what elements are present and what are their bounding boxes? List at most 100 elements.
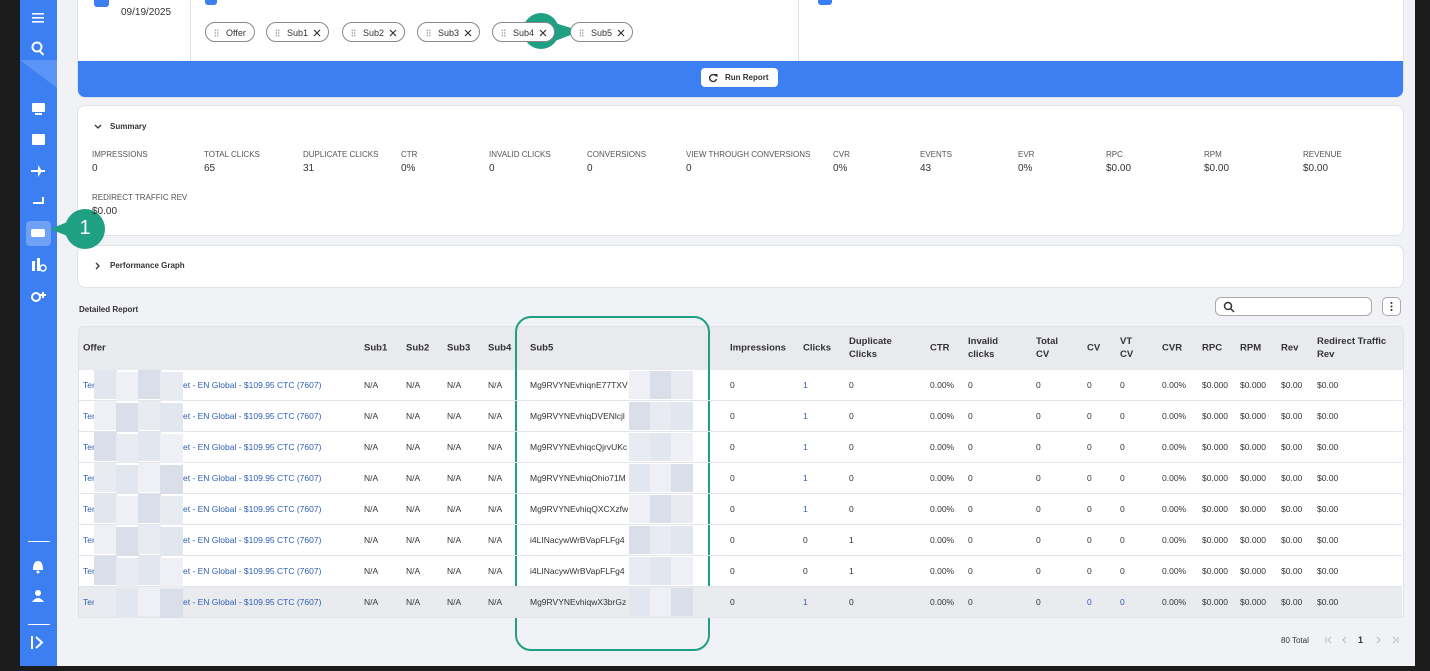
cell[interactable]: et - EN Global - $109.95 CTC (7607): [183, 380, 322, 390]
filter-chip[interactable]: Sub3: [417, 22, 481, 42]
cell: $0.00: [1281, 380, 1303, 390]
remove-icon[interactable]: [464, 29, 472, 37]
remove-icon[interactable]: [539, 29, 547, 37]
cell[interactable]: 1: [803, 597, 808, 607]
cell[interactable]: 0: [803, 535, 808, 545]
cell[interactable]: et - EN Global - $109.95 CTC (7607): [183, 504, 322, 514]
filter-chip[interactable]: Sub2: [342, 22, 406, 42]
metric-value: 0: [489, 163, 495, 174]
cell[interactable]: Ter: [83, 504, 95, 514]
cell[interactable]: et - EN Global - $109.95 CTC (7607): [183, 597, 322, 607]
column-header[interactable]: Sub4: [488, 342, 512, 354]
cell: 0: [1036, 597, 1041, 607]
column-header[interactable]: RPM: [1240, 342, 1262, 354]
cell[interactable]: et - EN Global - $109.95 CTC (7607): [183, 566, 322, 576]
cell[interactable]: 1: [803, 380, 808, 390]
performance-card: [77, 245, 1404, 288]
redaction: [671, 557, 693, 585]
filter-chip[interactable]: Sub4: [492, 22, 556, 42]
metric-value: 65: [204, 163, 216, 174]
remove-icon[interactable]: [313, 29, 321, 37]
column-header[interactable]: Offer: [83, 342, 106, 354]
cell: i4LINacywWrBVapFLFg4: [530, 566, 625, 576]
cell: 0: [1087, 473, 1092, 483]
column-header[interactable]: Redirect Traffic Rev: [1317, 336, 1387, 360]
column-header[interactable]: CVR: [1162, 342, 1183, 354]
cell: 0: [1120, 380, 1125, 390]
cell: 0: [968, 504, 973, 514]
cell[interactable]: et - EN Global - $109.95 CTC (7607): [183, 473, 322, 483]
column-header[interactable]: Invalid clicks: [968, 336, 999, 360]
cell: 0.00%: [1162, 442, 1187, 452]
column-header[interactable]: Impressions: [730, 342, 786, 354]
cell[interactable]: Ter: [83, 411, 95, 421]
metric-value: 0: [686, 163, 692, 174]
column-header[interactable]: RPC: [1202, 342, 1223, 354]
remove-icon[interactable]: [617, 29, 625, 37]
filter-chip[interactable]: Sub1: [266, 22, 330, 42]
cell: 0: [730, 380, 735, 390]
cell[interactable]: Ter: [83, 473, 95, 483]
cell[interactable]: Ter: [83, 535, 95, 545]
cell[interactable]: 1: [803, 411, 808, 421]
metric-value: $0.00: [1106, 163, 1132, 174]
cell: 0.00%: [930, 566, 955, 576]
column-header[interactable]: Sub5: [530, 342, 554, 354]
cell[interactable]: et - EN Global - $109.95 CTC (7607): [183, 411, 322, 421]
metric-value: 0%: [833, 163, 848, 174]
column-header[interactable]: Duplicate Clicks: [849, 336, 892, 360]
cell: 0.00%: [1162, 597, 1187, 607]
column-header[interactable]: Sub3: [447, 342, 471, 354]
cell: N/A: [364, 442, 379, 452]
run-report-button[interactable]: Run Report: [701, 68, 778, 87]
menu-button[interactable]: [1382, 297, 1401, 316]
cell: 0.00%: [1162, 566, 1187, 576]
cell[interactable]: Ter: [83, 597, 95, 607]
cell: Mg9RVYNEvhiqOhio71M: [530, 473, 626, 483]
cell: 0: [968, 442, 973, 452]
cell: 0.00%: [1162, 504, 1187, 514]
remove-icon[interactable]: [389, 29, 397, 37]
cell[interactable]: 1: [803, 473, 808, 483]
metric-label: CVR: [833, 150, 850, 159]
cell: N/A: [447, 442, 462, 452]
column-header[interactable]: Sub1: [364, 342, 388, 354]
cell[interactable]: Ter: [83, 380, 95, 390]
row-divider: [79, 493, 1402, 494]
row-divider: [79, 462, 1402, 463]
cell[interactable]: 0: [803, 566, 808, 576]
column-header[interactable]: Rev: [1281, 342, 1299, 354]
column-header[interactable]: VT CV: [1120, 336, 1134, 360]
performance-title[interactable]: Performance Graph: [110, 261, 185, 270]
column-header[interactable]: Total CV: [1036, 336, 1058, 360]
column-header[interactable]: Sub2: [406, 342, 430, 354]
cell[interactable]: 1: [803, 504, 808, 514]
cell: 0: [1120, 535, 1125, 545]
redaction: [138, 370, 161, 399]
redaction: [160, 496, 183, 525]
cell[interactable]: et - EN Global - $109.95 CTC (7607): [183, 442, 322, 452]
cell[interactable]: Ter: [83, 442, 95, 452]
cell: Mg9RVYNEvhiqcQjrvUKc: [530, 442, 628, 452]
cell: 0.00%: [1162, 411, 1187, 421]
redaction: [94, 370, 117, 399]
row-divider: [79, 524, 1402, 525]
column-header[interactable]: Clicks: [803, 342, 831, 354]
cell: N/A: [488, 380, 503, 390]
cell[interactable]: et - EN Global - $109.95 CTC (7607): [183, 535, 322, 545]
cell: N/A: [488, 597, 503, 607]
cell: 0: [849, 597, 854, 607]
search-box[interactable]: [1215, 297, 1372, 316]
summary-title[interactable]: Summary: [110, 122, 147, 131]
cell[interactable]: Ter: [83, 566, 95, 576]
cell: $0.000: [1202, 411, 1228, 421]
cell[interactable]: 1: [803, 442, 808, 452]
column-header[interactable]: CV: [1087, 342, 1101, 354]
column-header[interactable]: CTR: [930, 342, 950, 354]
cell: N/A: [364, 380, 379, 390]
filter-chip[interactable]: Offer: [205, 22, 255, 42]
filter-chip[interactable]: Sub5: [570, 22, 634, 42]
chevron: [94, 124, 102, 129]
page-number[interactable]: 1: [1358, 635, 1364, 645]
pagination-arrows: [1325, 636, 1399, 644]
